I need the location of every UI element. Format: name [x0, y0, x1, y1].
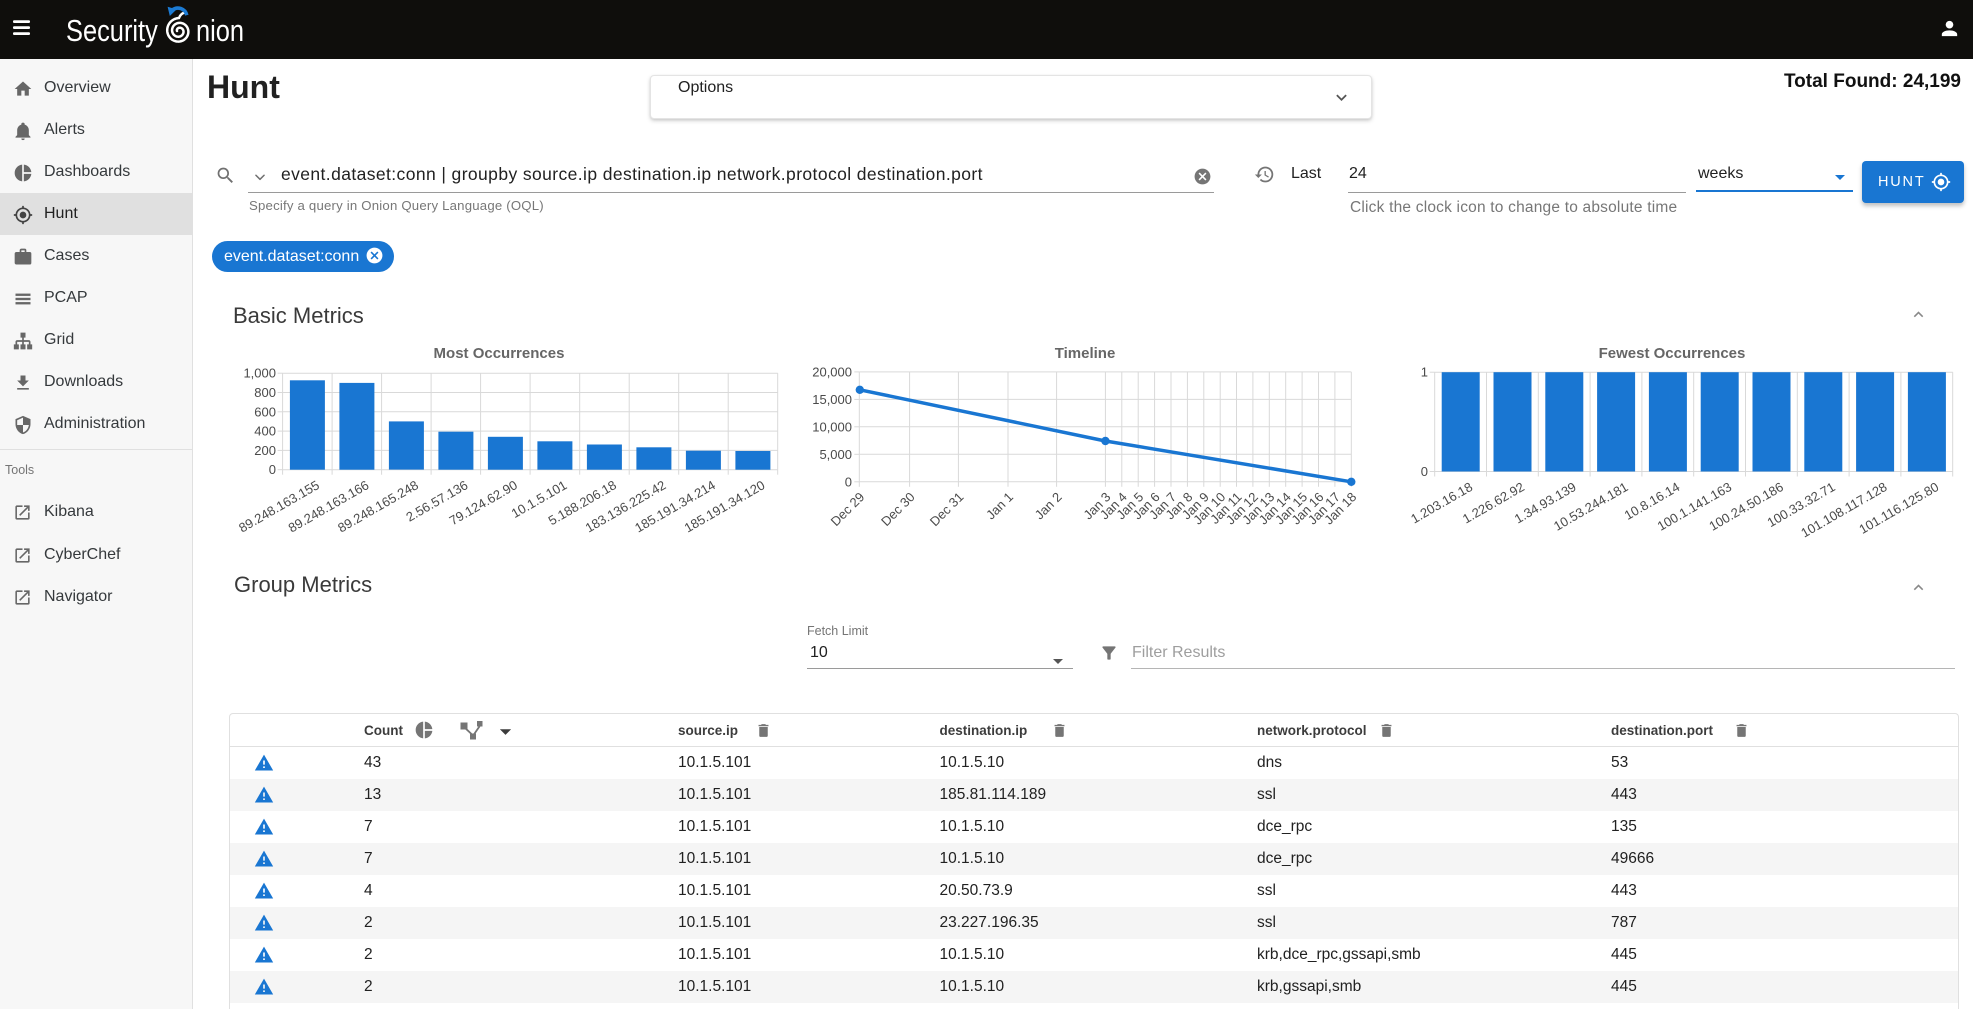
- svg-text:800: 800: [254, 385, 276, 400]
- svg-text:Jan 2: Jan 2: [1032, 489, 1065, 522]
- svg-text:600: 600: [254, 404, 276, 419]
- svg-text:5,000: 5,000: [819, 447, 852, 462]
- svg-text:15,000: 15,000: [812, 392, 852, 407]
- svg-text:Dec 29: Dec 29: [828, 489, 868, 529]
- svg-text:0: 0: [1421, 464, 1428, 479]
- svg-text:400: 400: [254, 424, 276, 439]
- svg-text:200: 200: [254, 443, 276, 458]
- svg-text:Fewest Occurrences: Fewest Occurrences: [1599, 345, 1746, 362]
- svg-text:Most Occurrences: Most Occurrences: [434, 345, 565, 362]
- svg-text:Dec 30: Dec 30: [878, 489, 918, 529]
- svg-text:Jan 1: Jan 1: [983, 489, 1016, 522]
- svg-text:Timeline: Timeline: [1055, 345, 1116, 362]
- svg-text:Dec 31: Dec 31: [927, 489, 967, 529]
- svg-text:1,000: 1,000: [243, 366, 276, 381]
- svg-text:101.108.117.128: 101.108.117.128: [1798, 479, 1889, 540]
- svg-text:0: 0: [845, 474, 852, 489]
- svg-text:10,000: 10,000: [812, 419, 852, 434]
- svg-text:1: 1: [1421, 365, 1428, 380]
- svg-text:20,000: 20,000: [812, 364, 852, 379]
- svg-text:89.248.163.155: 89.248.163.155: [236, 477, 322, 535]
- svg-text:0: 0: [269, 462, 276, 477]
